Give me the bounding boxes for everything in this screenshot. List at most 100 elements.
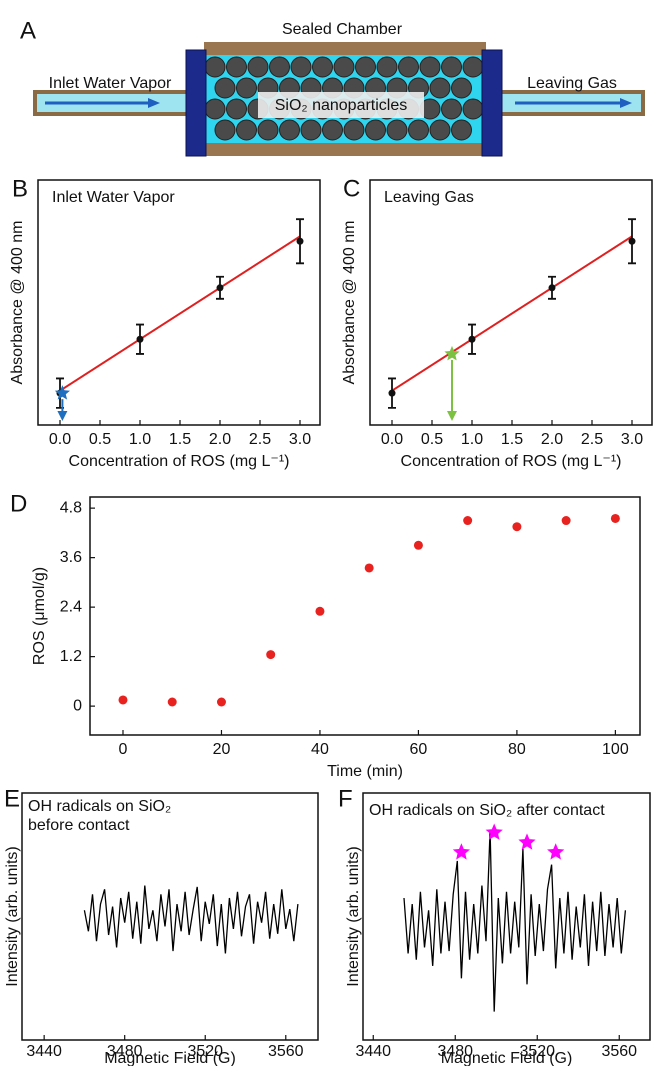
x-tick-label: 0.0 xyxy=(381,431,403,448)
particle xyxy=(214,77,236,99)
flow-arrow-head xyxy=(148,98,160,108)
x-tick-label: 100 xyxy=(602,741,629,758)
x-tick-label: 2.0 xyxy=(541,431,563,448)
particle xyxy=(441,56,462,78)
particle xyxy=(214,119,236,141)
particle xyxy=(386,119,408,141)
panel-title: before contact xyxy=(28,817,130,834)
x-axis-label: Magnetic Field (G) xyxy=(104,1050,236,1066)
particle xyxy=(462,56,484,78)
data-point xyxy=(512,522,522,532)
x-tick-label: 3520 xyxy=(519,1043,555,1060)
data-point xyxy=(364,563,374,573)
x-tick-label: 1.0 xyxy=(129,431,151,448)
plot-frame xyxy=(89,496,641,736)
particle xyxy=(204,56,226,78)
data-point xyxy=(296,237,304,245)
x-tick-label: 3560 xyxy=(601,1043,637,1060)
particle xyxy=(408,119,429,141)
x-tick-label: 80 xyxy=(508,741,526,758)
spectrum-line xyxy=(83,885,299,954)
particles-label: SiO₂ nanoparticles xyxy=(275,97,408,114)
panel-title: OH radicals on SiO₂ xyxy=(28,798,171,815)
panel-label: D xyxy=(10,490,27,517)
particle xyxy=(236,119,257,141)
marker-star xyxy=(444,345,460,361)
outlet-label: Leaving Gas xyxy=(527,75,617,92)
data-point xyxy=(610,513,620,523)
data-point xyxy=(216,697,226,707)
particle xyxy=(247,56,269,78)
particle xyxy=(355,56,376,78)
x-tick-label: 1.0 xyxy=(461,431,483,448)
panel-title: Inlet Water Vapor xyxy=(52,189,175,206)
x-axis-label: Magnetic Field (G) xyxy=(441,1050,573,1066)
chamber-label: Sealed Chamber xyxy=(282,21,403,38)
data-point xyxy=(118,695,128,705)
x-tick-label: 3440 xyxy=(355,1043,391,1060)
y-tick-label: 3.6 xyxy=(60,549,82,566)
plot-frame xyxy=(21,792,319,1041)
x-tick-label: 1.5 xyxy=(169,431,191,448)
x-tick-label: 1.5 xyxy=(501,431,523,448)
plot-frame xyxy=(37,179,321,426)
x-tick-label: 60 xyxy=(410,741,428,758)
x-axis-label: Concentration of ROS (mg L⁻¹) xyxy=(69,453,290,470)
particle xyxy=(398,56,419,78)
x-tick-label: 3480 xyxy=(107,1043,143,1060)
y-axis-label: Intensity (arb. units) xyxy=(345,846,362,987)
x-tick-label: 2.0 xyxy=(209,431,231,448)
x-axis-label: Time (min) xyxy=(327,763,403,780)
y-tick-label: 2.4 xyxy=(60,598,82,615)
x-tick-label: 0 xyxy=(119,741,128,758)
fit-line xyxy=(391,235,633,392)
x-tick-label: 3440 xyxy=(26,1043,62,1060)
x-axis-label: Concentration of ROS (mg L⁻¹) xyxy=(401,453,622,470)
end-cap xyxy=(481,49,503,157)
data-point xyxy=(628,237,636,245)
panel-label: F xyxy=(338,785,353,812)
peak-star xyxy=(485,823,503,840)
particle xyxy=(333,56,355,78)
panel-label: E xyxy=(4,785,20,812)
particle xyxy=(419,56,441,78)
data-point xyxy=(266,650,276,660)
x-tick-label: 20 xyxy=(213,741,231,758)
particle xyxy=(451,119,472,141)
x-tick-label: 0.5 xyxy=(89,431,111,448)
flow-arrow-head xyxy=(620,98,632,108)
particle xyxy=(322,119,343,141)
inlet-label: Inlet Water Vapor xyxy=(49,75,172,92)
panel-title: Leaving Gas xyxy=(384,189,474,206)
x-tick-label: 3480 xyxy=(437,1043,473,1060)
peak-star xyxy=(452,843,470,860)
x-tick-label: 3.0 xyxy=(289,431,311,448)
particle xyxy=(312,56,333,78)
fit-line xyxy=(59,235,301,392)
particle xyxy=(257,119,279,141)
particle xyxy=(365,119,386,141)
data-point xyxy=(167,697,177,707)
particle xyxy=(226,56,247,78)
x-tick-label: 0.0 xyxy=(49,431,71,448)
data-point xyxy=(463,516,473,526)
x-tick-label: 40 xyxy=(311,741,329,758)
plot-frame xyxy=(362,792,651,1041)
x-tick-label: 3520 xyxy=(187,1043,223,1060)
particle xyxy=(451,77,472,99)
particle xyxy=(376,56,398,78)
data-point xyxy=(468,335,476,343)
marker-arrow-head xyxy=(57,411,68,421)
panel-title: OH radicals on SiO₂ after contact xyxy=(369,802,605,819)
y-tick-label: 4.8 xyxy=(60,499,82,516)
particle xyxy=(269,56,290,78)
particle xyxy=(300,119,322,141)
plot-frame xyxy=(369,179,653,426)
panel-label: C xyxy=(343,175,360,202)
particle xyxy=(236,77,257,99)
chamber-wall-bottom xyxy=(204,143,486,156)
chamber-wall-top xyxy=(204,42,486,55)
particle xyxy=(226,98,247,120)
y-tick-label: 0 xyxy=(73,697,82,714)
